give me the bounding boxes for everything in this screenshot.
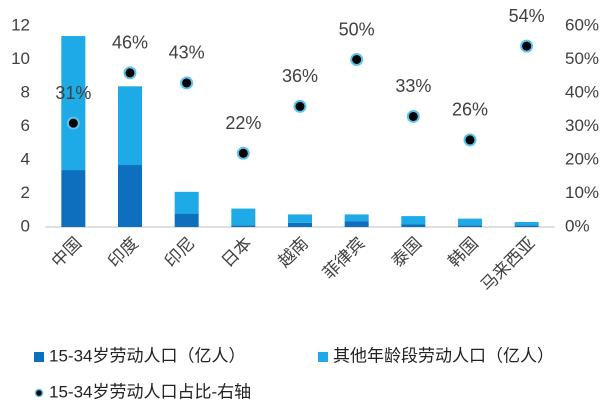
bar-segment bbox=[401, 216, 426, 225]
scatter-point bbox=[180, 76, 194, 90]
y2-tick-label: 40% bbox=[565, 82, 599, 101]
y-tick-label: 2 bbox=[21, 183, 30, 202]
value-label: 31% bbox=[55, 83, 91, 103]
bar-segment bbox=[514, 225, 539, 227]
value-label: 22% bbox=[225, 113, 261, 133]
value-label: 46% bbox=[112, 33, 148, 53]
y-tick-label: 4 bbox=[21, 149, 30, 168]
y-tick-label: 12 bbox=[11, 15, 30, 34]
bar-segment bbox=[174, 191, 199, 214]
value-label: 36% bbox=[282, 66, 318, 86]
legend-marker bbox=[34, 388, 44, 398]
x-tick-label: 日本 bbox=[218, 234, 255, 271]
x-tick-label: 越南 bbox=[275, 234, 312, 271]
value-label: 50% bbox=[339, 19, 375, 39]
bar-segment bbox=[231, 225, 256, 227]
bar-segment bbox=[458, 225, 482, 227]
y-tick-label: 6 bbox=[21, 116, 30, 135]
value-label: 43% bbox=[169, 43, 205, 63]
scatter-point bbox=[293, 99, 307, 113]
y-tick-label: 8 bbox=[21, 82, 30, 101]
legend-marker bbox=[34, 352, 44, 362]
scatter-point bbox=[236, 146, 250, 160]
bar-segment bbox=[344, 214, 369, 222]
y-tick-label: 0 bbox=[21, 216, 30, 235]
scatter-point bbox=[520, 39, 534, 53]
y-tick-label: 10 bbox=[11, 49, 30, 68]
y2-tick-label: 60% bbox=[565, 15, 599, 34]
y2-tick-label: 0% bbox=[565, 216, 590, 235]
legend-label: 其他年龄段劳动人口（亿人） bbox=[333, 346, 554, 365]
value-label: 33% bbox=[395, 76, 431, 96]
bar-segment bbox=[344, 221, 369, 227]
scatter-point bbox=[123, 66, 137, 80]
bar-segment bbox=[118, 86, 142, 166]
x-tick-label: 中国 bbox=[48, 234, 85, 271]
legend-label: 15-34岁劳动人口占比-右轴 bbox=[49, 382, 251, 401]
bar-segment bbox=[61, 170, 86, 227]
bar-segment bbox=[231, 208, 256, 226]
bar-segment bbox=[288, 214, 312, 223]
scatter-point bbox=[66, 116, 80, 130]
scatter-point bbox=[406, 109, 420, 123]
legend-marker bbox=[318, 352, 328, 362]
x-tick-label: 菲律宾 bbox=[319, 234, 368, 283]
value-label: 54% bbox=[509, 6, 545, 26]
y2-tick-label: 30% bbox=[565, 116, 599, 135]
scatter-point bbox=[463, 133, 477, 147]
bar-segment bbox=[401, 224, 426, 227]
x-tick-label: 印度 bbox=[105, 234, 142, 271]
bar-segment bbox=[61, 36, 86, 171]
bar-segment bbox=[288, 222, 312, 227]
bar-segment bbox=[514, 221, 539, 226]
bar-segment bbox=[174, 213, 199, 227]
scatter-point bbox=[350, 53, 364, 66]
x-tick-label: 泰国 bbox=[388, 234, 425, 271]
y2-tick-label: 10% bbox=[565, 183, 599, 202]
x-tick-label: 韩国 bbox=[445, 234, 482, 271]
x-tick-label: 马来西亚 bbox=[477, 234, 539, 296]
y2-tick-label: 20% bbox=[565, 149, 599, 168]
y2-tick-label: 50% bbox=[565, 49, 599, 68]
x-tick-label: 印尼 bbox=[161, 234, 198, 271]
value-label: 26% bbox=[452, 100, 488, 120]
legend-label: 15-34岁劳动人口（亿人） bbox=[49, 346, 245, 365]
bar-segment bbox=[118, 165, 142, 227]
bar-segment bbox=[458, 218, 482, 226]
